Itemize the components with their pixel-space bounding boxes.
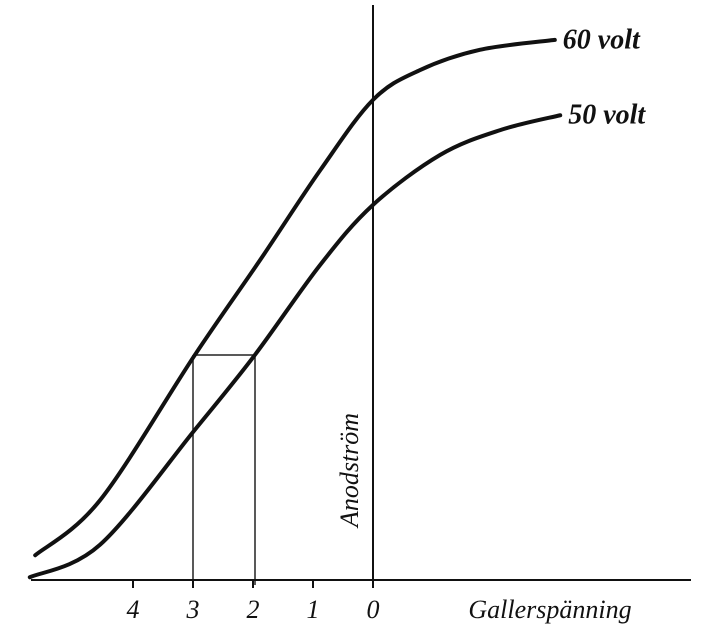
- series-label: 50 volt: [568, 100, 646, 131]
- x-tick-label: 3: [186, 595, 200, 624]
- x-tick-label: 4: [127, 595, 140, 624]
- curve: [27, 113, 563, 580]
- curve: [33, 37, 557, 558]
- x-tick-label: 2: [247, 595, 260, 624]
- series-label: 60 volt: [563, 24, 641, 55]
- x-tick-label: 0: [367, 595, 380, 624]
- y-axis-label: Anodström: [335, 413, 364, 529]
- x-tick-label: 1: [307, 595, 320, 624]
- x-axis-label: Gallerspänning: [468, 595, 631, 624]
